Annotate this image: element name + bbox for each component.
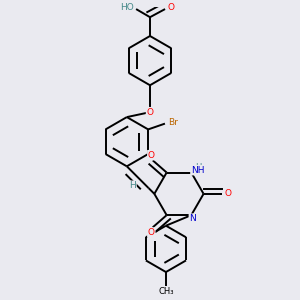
Text: Br: Br [168, 118, 178, 127]
Text: O: O [168, 3, 175, 12]
Text: HO: HO [120, 3, 134, 12]
Text: O: O [224, 189, 231, 198]
Text: O: O [148, 228, 155, 237]
Text: O: O [148, 151, 155, 160]
Text: N: N [189, 214, 196, 223]
Text: O: O [146, 108, 154, 117]
Text: H: H [195, 163, 202, 172]
Text: H: H [129, 181, 136, 190]
Text: CH₃: CH₃ [158, 287, 174, 296]
Text: NH: NH [191, 166, 204, 175]
